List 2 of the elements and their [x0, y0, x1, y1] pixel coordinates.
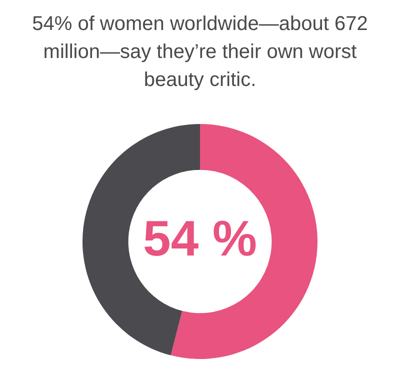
chart-title: 54% of women worldwide—about 672 million—say they’re their own worst beauty critic. [31, 12, 369, 93]
data-label: 54 % [143, 210, 257, 266]
